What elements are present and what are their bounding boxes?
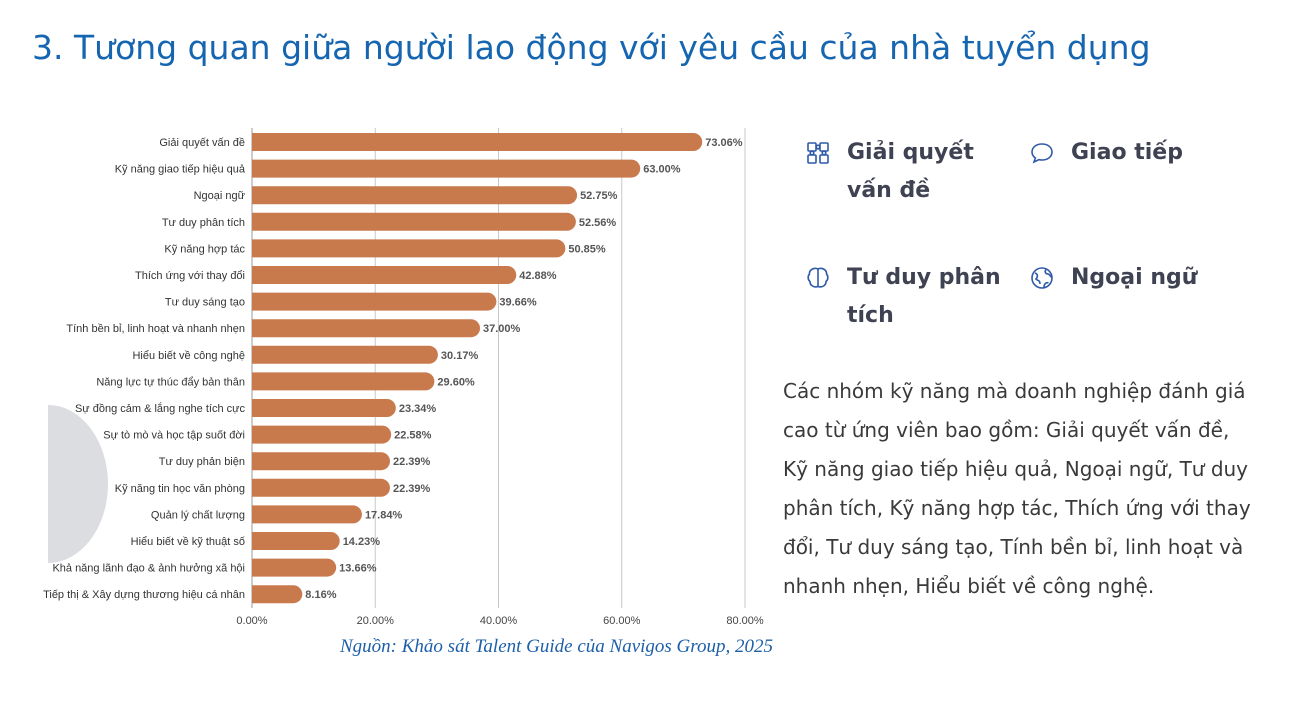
bar — [252, 133, 703, 151]
bar — [252, 399, 396, 417]
page-title: 3. Tương quan giữa người lao động với yê… — [32, 28, 1151, 67]
category-label: Tính bền bỉ, linh hoạt và nhanh nhẹn — [66, 323, 245, 335]
category-label: Thích ứng với thay đổi — [135, 270, 245, 282]
value-label: 63.00% — [643, 164, 681, 176]
skill-label: Ngoại ngữ — [1071, 265, 1198, 290]
globe-icon — [1029, 265, 1055, 291]
brain-icon — [805, 265, 831, 291]
category-label: Kỹ năng tin học văn phòng — [115, 483, 245, 495]
speech-bubble-icon — [1029, 140, 1055, 166]
category-label: Quản lý chất lượng — [151, 509, 245, 521]
x-tick-label: 60.00% — [603, 615, 641, 627]
category-label: Tư duy phản biện — [159, 456, 245, 468]
skill-communication: Giao tiếp — [1029, 134, 1229, 172]
category-label: Kỹ năng giao tiếp hiệu quả — [115, 164, 246, 176]
bar — [252, 345, 438, 364]
bar — [252, 452, 390, 471]
value-label: 22.58% — [394, 430, 432, 442]
source-note: Nguồn: Khảo sát Talent Guide của Navigos… — [340, 636, 773, 657]
value-label: 39.66% — [499, 297, 537, 309]
value-label: 37.00% — [483, 323, 521, 335]
category-label: Năng lực tự thúc đẩy bản thân — [96, 376, 245, 388]
skill-label: Tư duy phân tích — [847, 265, 1001, 328]
bar — [252, 425, 392, 444]
bar — [252, 585, 303, 604]
category-label: Tiếp thị & Xây dựng thương hiệu cá nhân — [43, 589, 245, 601]
x-tick-label: 40.00% — [480, 615, 518, 627]
value-label: 52.56% — [579, 217, 617, 229]
bar — [252, 372, 435, 391]
value-label: 73.06% — [705, 137, 743, 149]
value-label: 8.16% — [305, 589, 336, 601]
x-tick-label: 80.00% — [726, 615, 764, 627]
bar — [252, 292, 497, 311]
x-tick-label: 0.00% — [236, 615, 267, 627]
bar — [252, 239, 566, 258]
bar — [252, 159, 641, 178]
value-label: 22.39% — [393, 483, 431, 495]
value-label: 50.85% — [568, 243, 606, 255]
category-label: Tư duy sáng tạo — [165, 297, 245, 309]
puzzle-icon — [805, 140, 831, 166]
decorative-gray-shape — [48, 405, 108, 563]
value-label: 17.84% — [365, 509, 403, 521]
bar — [252, 212, 576, 231]
value-label: 42.88% — [519, 270, 557, 282]
category-label: Giải quyết vấn đề — [159, 137, 245, 149]
skill-label: Giải quyết vấn đề — [847, 140, 974, 203]
skill-analytical-thinking: Tư duy phân tích — [805, 259, 1015, 335]
category-label: Ngoại ngữ — [194, 190, 246, 202]
category-label: Kỹ năng hợp tác — [164, 243, 245, 255]
category-label: Sự tò mò và học tập suốt đời — [103, 430, 245, 442]
value-label: 13.66% — [339, 563, 377, 575]
value-label: 52.75% — [580, 190, 618, 202]
bar — [252, 186, 578, 205]
category-label: Tư duy phân tích — [162, 217, 245, 229]
bar — [252, 558, 337, 577]
category-label: Khả năng lãnh đạo & ảnh hưởng xã hội — [52, 563, 245, 575]
category-label: Sự đồng cảm & lắng nghe tích cực — [75, 402, 246, 415]
skill-label: Giao tiếp — [1071, 140, 1183, 165]
value-label: 14.23% — [343, 536, 381, 548]
bar — [252, 478, 390, 497]
bar — [252, 532, 340, 550]
bar — [252, 505, 362, 524]
skill-problem-solving: Giải quyết vấn đề — [805, 134, 1005, 210]
category-label: Hiểu biết về công nghệ — [132, 350, 245, 362]
value-label: 30.17% — [441, 350, 479, 362]
bar — [252, 266, 517, 284]
x-tick-label: 20.00% — [357, 615, 395, 627]
skills-bar-chart: 0.00% 20.00% 40.00% 60.00% 80.00% Giải quyết … — [43, 128, 764, 627]
value-label: 29.60% — [437, 376, 475, 388]
skills-description: Các nhóm kỹ năng mà doanh nghiệp đánh gi… — [783, 379, 1251, 598]
value-label: 22.39% — [393, 456, 431, 468]
value-label: 23.34% — [399, 403, 437, 415]
skill-foreign-language: Ngoại ngữ — [1029, 259, 1249, 297]
bar — [252, 319, 481, 338]
category-label: Hiểu biết về kỹ thuật số — [131, 536, 245, 548]
